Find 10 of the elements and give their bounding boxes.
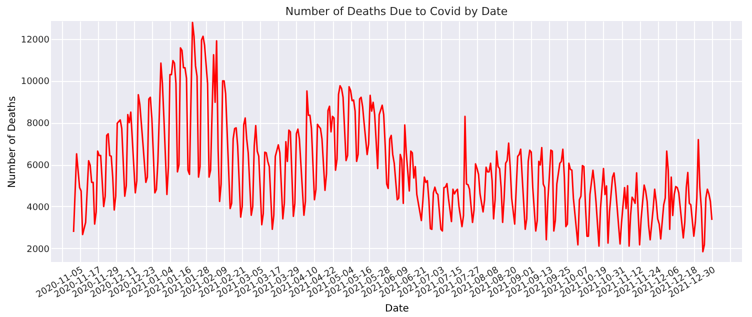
y-tick-label: 4000 (26, 202, 50, 213)
y-tick-label: 12000 (20, 35, 50, 46)
y-tick-label: 8000 (26, 119, 50, 130)
y-tick-label: 2000 (26, 244, 50, 255)
line-series (72, 22, 713, 252)
y-tick-label: 6000 (26, 161, 50, 172)
y-tick-label: 10000 (20, 77, 50, 88)
y-axis-title: Number of Deaths (6, 96, 18, 188)
x-axis-title: Date (385, 303, 409, 314)
chart-title: Number of Deaths Due to Covid by Date (285, 5, 508, 18)
